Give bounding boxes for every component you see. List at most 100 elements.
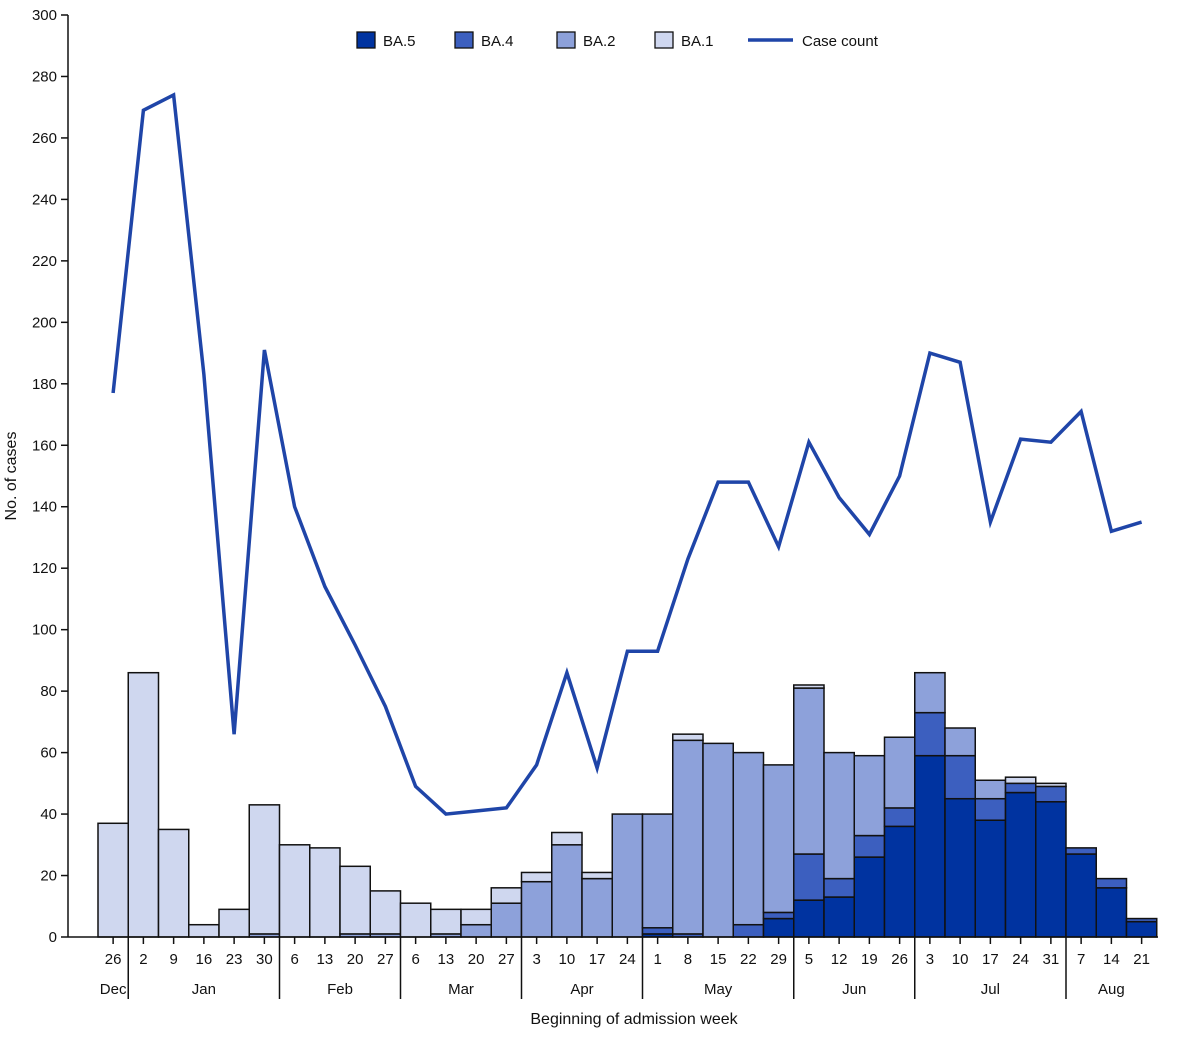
bar-ba2-segment [611, 813, 644, 938]
bar-ba4-segment [1004, 782, 1037, 794]
bar-ba1-segment [430, 908, 462, 935]
bar-ba5-segment [762, 917, 795, 938]
legend-label-ba2: BA.2 [583, 33, 616, 50]
x-tick-label: 26 [105, 951, 122, 968]
bar-ba1-segment [672, 733, 704, 742]
month-label: Aug [1098, 981, 1125, 998]
bar-ba2-segment [823, 751, 855, 880]
bar-ba1-segment [157, 828, 190, 938]
bar-ba1-segment [278, 844, 311, 938]
month-label: Mar [448, 981, 474, 998]
legend-swatch-ba2 [556, 31, 576, 49]
x-tick-label: 13 [317, 951, 334, 968]
bar-ba2-segment [702, 742, 734, 938]
x-tick-label: 3 [532, 951, 540, 968]
legend-swatch-ba1 [654, 31, 674, 49]
month-label: May [704, 981, 733, 998]
bar-ba5-segment [793, 899, 825, 938]
x-tick-label: 20 [347, 951, 364, 968]
x-tick-label: 12 [831, 951, 848, 968]
y-tick-label: 180 [32, 376, 57, 393]
bar-ba2-segment [793, 687, 825, 855]
bar-ba2-segment [490, 902, 523, 938]
bar-ba4-segment [641, 927, 674, 935]
bar-ba5-segment [883, 825, 916, 938]
legend-swatch-ba5 [356, 31, 376, 49]
x-tick-label: 1 [653, 951, 661, 968]
bar-ba1-segment [127, 671, 160, 938]
y-tick-label: 140 [32, 499, 57, 516]
y-tick-label: 260 [32, 130, 57, 147]
bar-ba1-segment [188, 923, 220, 938]
bar-ba4-segment [853, 834, 886, 858]
bar-ba2-segment [944, 727, 976, 757]
bar-ba2-segment [853, 754, 886, 837]
y-axis: 0 20 40 60 80 100 120 140 160 180 200 220 240 260 280 3… [32, 7, 69, 946]
bar-ba1-segment [520, 871, 553, 883]
x-tick-label: 20 [468, 951, 485, 968]
legend-label-ba5: BA.5 [383, 33, 416, 50]
x-tick-label: 31 [1043, 951, 1060, 968]
x-axis: 26 2 9 16 23 30 6 13 20 27 6 13 20 27 3 10 17 24 1 8 15 22 29 5… [68, 936, 1158, 999]
y-tick-label: 200 [32, 314, 57, 331]
month-label: Jan [192, 981, 216, 998]
month-label: Jun [842, 981, 866, 998]
bar-ba2-segment [551, 844, 583, 938]
y-tick-label: 40 [40, 806, 57, 823]
x-tick-label: 24 [619, 951, 636, 968]
bar-ba1-segment [309, 847, 341, 938]
x-tick-label: 14 [1103, 951, 1120, 968]
x-tick-label: 17 [589, 951, 606, 968]
x-tick-label: 16 [196, 951, 213, 968]
y-axis-title: No. of cases [3, 432, 20, 521]
month-label: Dec [100, 981, 127, 998]
bar-ba1-segment [399, 902, 432, 938]
bar-ba2-segment [732, 751, 765, 926]
x-tick-label: 19 [861, 951, 878, 968]
case-count-line-group [111, 92, 1143, 816]
y-tick-label: 20 [40, 868, 57, 885]
y-tick-label: 120 [32, 560, 57, 577]
legend: BA.5 BA.4 BA.2 BA.1 Case count [356, 31, 879, 50]
bar-ba5-segment [914, 754, 946, 938]
x-tick-label: 13 [438, 951, 455, 968]
bar-ba2-segment [672, 739, 704, 935]
x-tick-label: 24 [1012, 951, 1029, 968]
bar-ba4-segment [1095, 877, 1128, 889]
month-label: Apr [570, 981, 593, 998]
bar-ba5-segment [974, 819, 1007, 938]
legend-label-ba1: BA.1 [681, 33, 714, 50]
x-tick-label: 15 [710, 951, 727, 968]
bar-ba1-segment [218, 908, 250, 938]
x-tick-label: 6 [290, 951, 298, 968]
bar-ba1-segment [490, 887, 523, 904]
bar-ba5-segment [823, 896, 855, 938]
bar-ba2-segment [914, 671, 946, 714]
x-tick-label: 7 [1077, 951, 1085, 968]
legend-label-ba4: BA.4 [481, 33, 514, 50]
y-tick-label: 300 [32, 7, 57, 24]
legend-swatch-ba4 [454, 31, 474, 49]
x-tick-label: 5 [805, 951, 813, 968]
bar-ba1-segment [793, 684, 825, 689]
x-tick-label: 21 [1133, 951, 1150, 968]
bar-ba4-segment [974, 797, 1007, 821]
bar-ba1-segment [551, 831, 583, 846]
y-tick-label: 220 [32, 253, 57, 270]
x-tick-label: 27 [377, 951, 394, 968]
y-tick-label: 160 [32, 437, 57, 454]
x-tick-label: 8 [684, 951, 692, 968]
bars [97, 671, 1158, 938]
bar-ba1-segment [1004, 776, 1037, 785]
bar-ba5-segment [1035, 801, 1067, 938]
bar-ba2-segment [762, 764, 795, 914]
bar-ba2-segment [460, 923, 492, 938]
bar-ba4-segment [944, 754, 976, 800]
x-tick-label: 10 [952, 951, 969, 968]
bar-ba4-segment [1035, 785, 1067, 803]
bar-ba1-segment [248, 804, 281, 935]
bar-ba4-segment [1125, 917, 1158, 923]
x-tick-label: 27 [498, 951, 515, 968]
